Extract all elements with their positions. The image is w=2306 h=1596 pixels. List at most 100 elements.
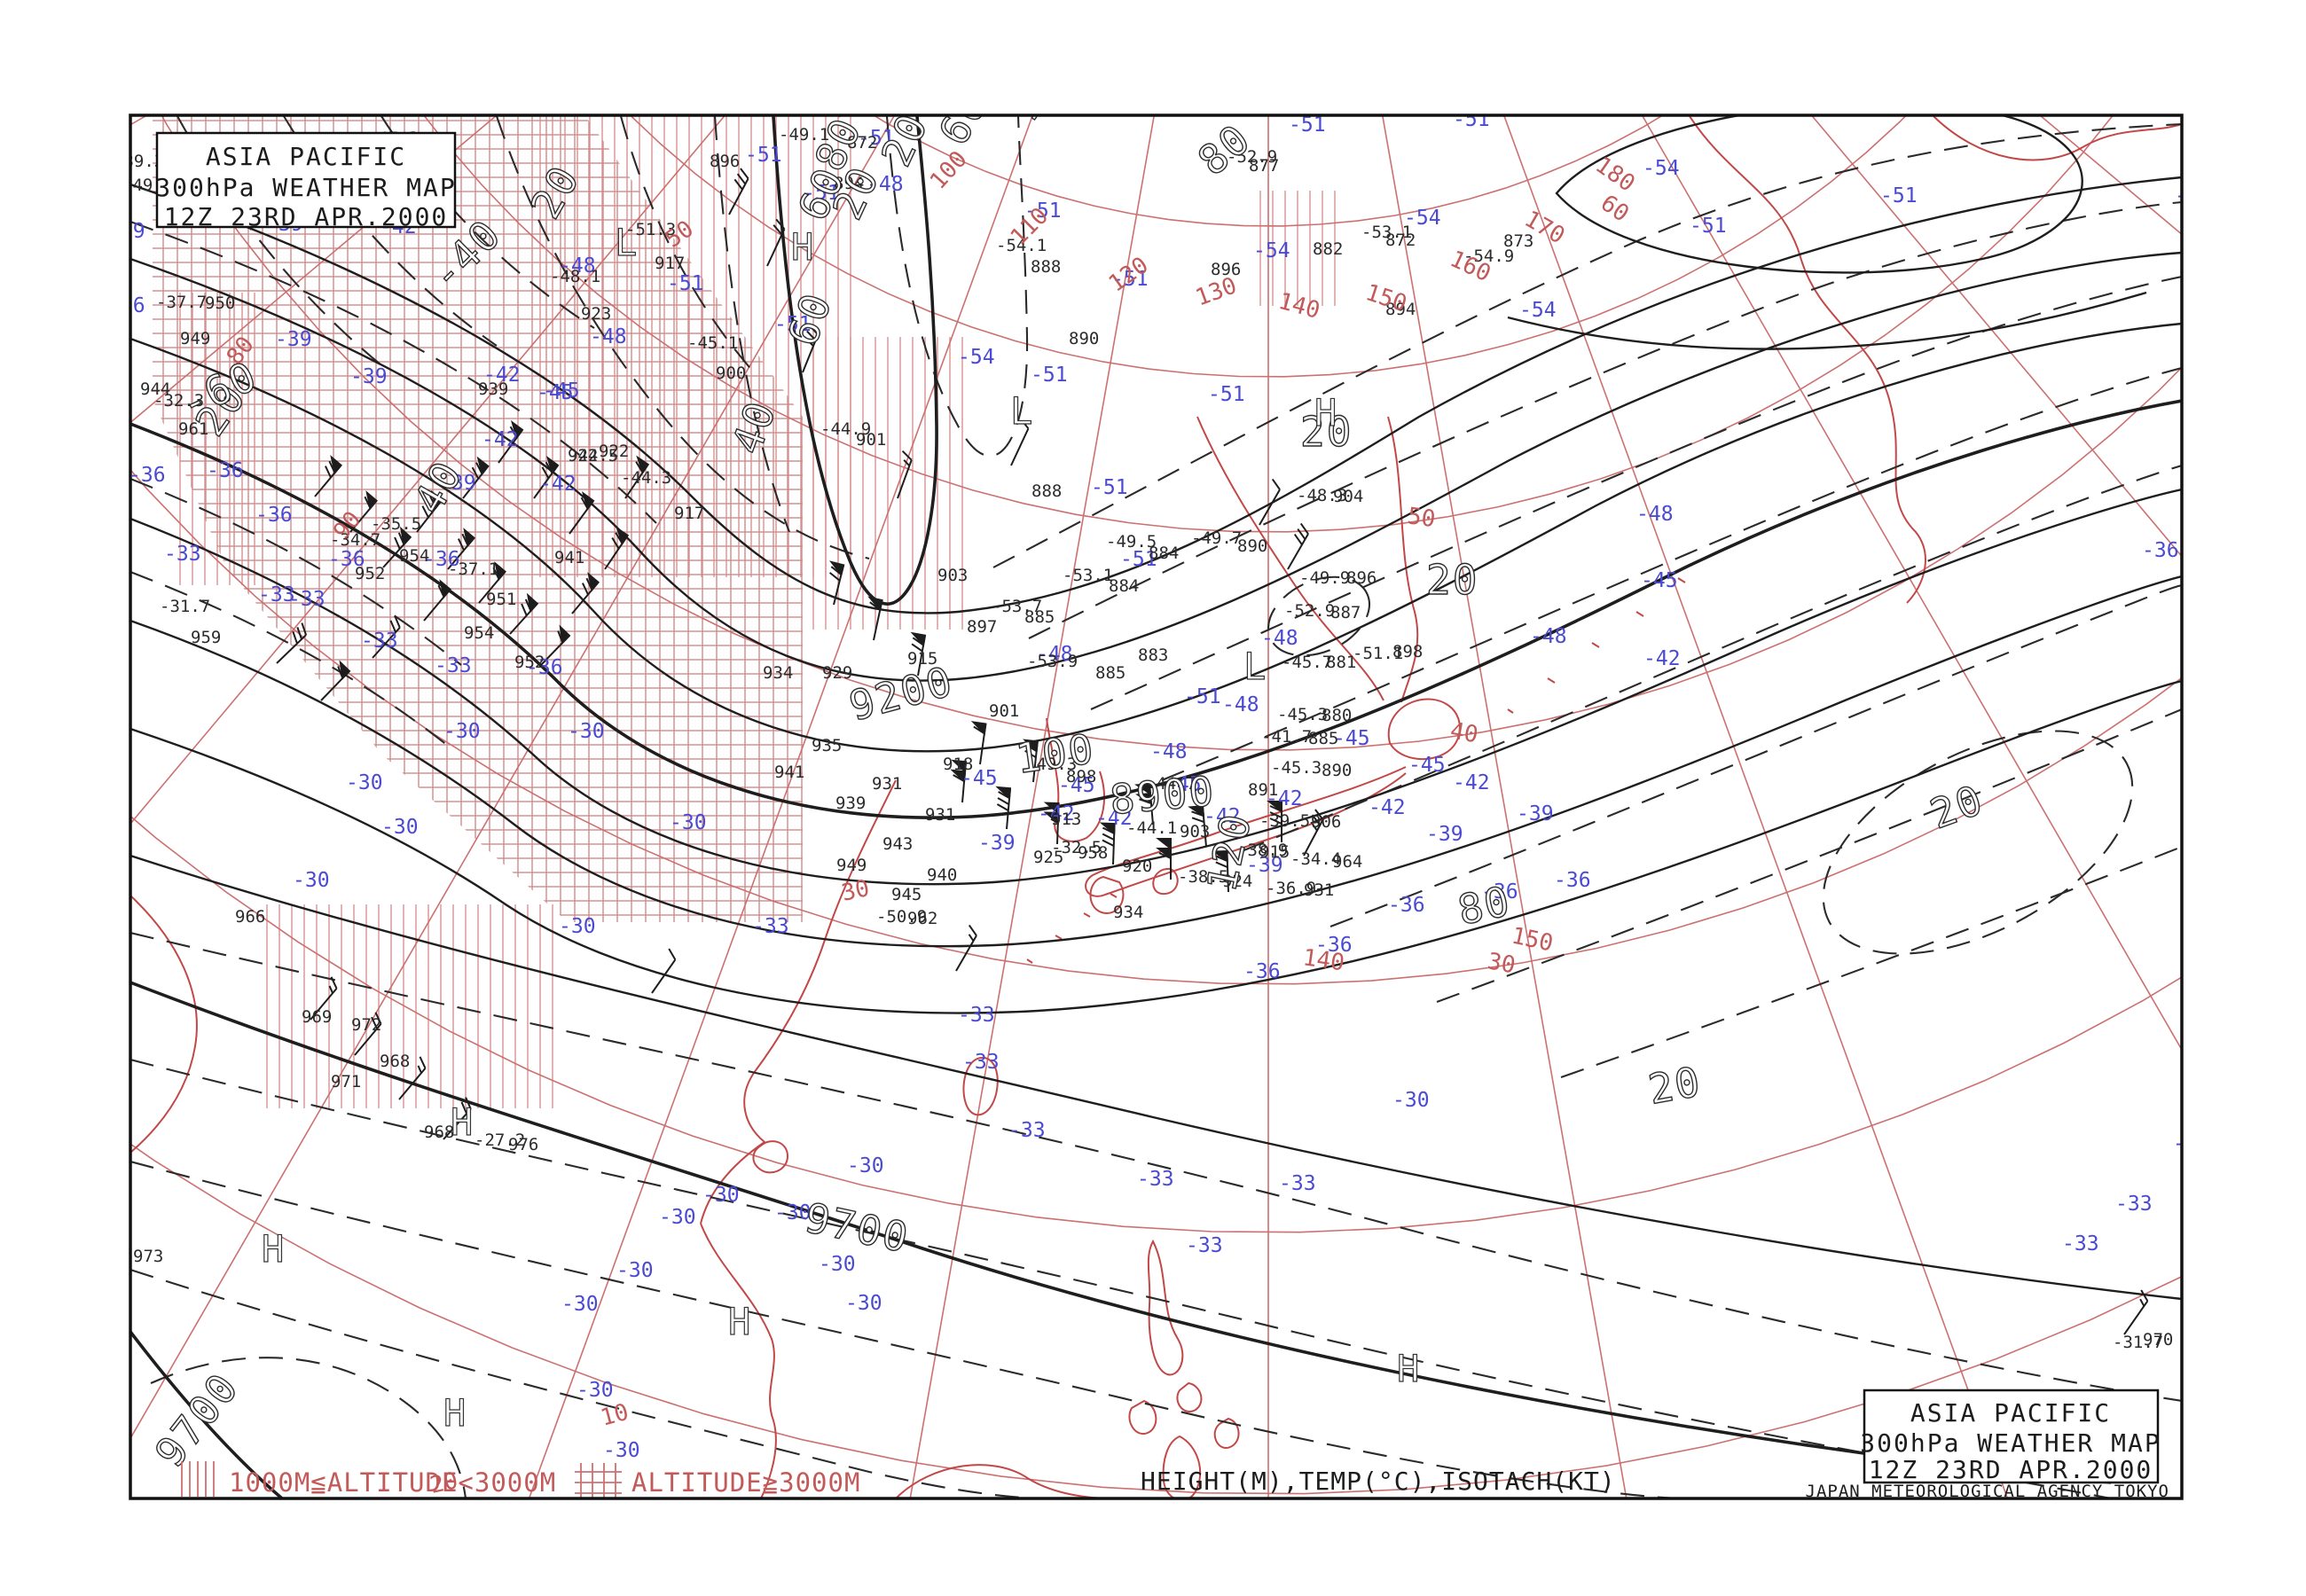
coastline-indochina <box>700 1223 777 1498</box>
graticule-label: 140 <box>1301 944 1346 976</box>
station-temp-obs: -45.7 <box>1282 653 1332 672</box>
station-temp-obs: -44.5 <box>568 446 618 466</box>
graticule-line <box>130 815 2182 1233</box>
temp-label: -39 <box>108 220 145 243</box>
station-height-value: 890 <box>1237 536 1267 556</box>
station-temp-obs: -37.7 <box>156 293 207 312</box>
temp-label: -33 <box>2115 1193 2153 1216</box>
station-temp-obs: -53.1 <box>1361 223 1412 242</box>
temp-label: -54 <box>958 346 995 369</box>
temp-label: -39 <box>350 365 388 388</box>
temp-label: -33 <box>958 1004 995 1027</box>
wind-barb <box>897 450 913 499</box>
temp-label: -42 <box>1038 802 1075 825</box>
station-height-value: 944 <box>140 379 170 399</box>
station-temp-obs: -45.1 <box>687 333 738 353</box>
height-contour-trough <box>772 115 938 606</box>
graticule-line <box>1502 115 2009 1498</box>
wind-barb <box>802 325 820 373</box>
temp-label: -36 <box>108 294 145 317</box>
station-height-value: 952 <box>355 564 385 583</box>
wind-barb <box>276 622 308 664</box>
station-height-value: 925 <box>1033 848 1063 867</box>
graticule-line <box>528 115 1034 1498</box>
graticule-label: 50 <box>1406 503 1437 533</box>
station-height-value: 894 <box>834 174 864 193</box>
temp-label: -30 <box>559 915 596 938</box>
dashed-contour <box>1028 200 2182 639</box>
station-temp-obs: -52.9 <box>1284 601 1335 621</box>
coastline-china <box>700 779 897 1224</box>
graticule-line <box>161 115 2182 751</box>
dashed-contour <box>1560 846 2182 1078</box>
temp-label: -45 <box>1408 754 1446 777</box>
temp-label: -51 <box>745 144 782 167</box>
temp-label: -30 <box>702 1184 740 1207</box>
temp-label: -54 <box>1519 299 1557 322</box>
temp-label: -42 <box>1369 796 1406 819</box>
temp-label: -33 <box>361 630 398 653</box>
station-temp-obs: -54.1 <box>996 236 1047 255</box>
height-contour <box>1507 291 2147 350</box>
temp-label: -30 <box>616 1259 654 1282</box>
dashed-contour <box>1161 366 2182 781</box>
pressure-center-label: L <box>1010 389 1032 433</box>
temp-label: -51 <box>667 272 704 295</box>
wind-barb <box>1287 522 1309 570</box>
temp-label: -30 <box>845 1292 882 1315</box>
graticule-line <box>872 115 1665 227</box>
dashed-contour <box>130 478 462 666</box>
station-temp-obs: -37.1 <box>448 559 498 579</box>
hatch-sample-dense <box>575 1463 622 1498</box>
station-height-value: 877 <box>1249 156 1279 176</box>
temp-label: -42 <box>2177 250 2215 273</box>
temp-label: -30 <box>1392 1089 1430 1112</box>
station-height-value: 971 <box>331 1072 361 1091</box>
station-temp-obs: -39.3 <box>114 152 164 171</box>
temp-label: -30 <box>568 720 605 743</box>
station-height-value: 931 <box>925 805 955 825</box>
legend: 1000M≦ALTITUDE<3000M ALTITUDE≧3000M HEIG… <box>181 1461 1615 1498</box>
wind-barb <box>1043 802 1060 845</box>
wind-barb <box>1303 809 1324 857</box>
temp-label: -36 <box>1388 894 1425 917</box>
wind-barb <box>1156 838 1172 880</box>
station-height-value: 900 <box>716 364 746 383</box>
temp-label: -39 <box>978 832 1016 855</box>
coastline-india <box>130 895 198 1154</box>
height-contour-9700 <box>130 981 2112 1484</box>
station-height-value: 959 <box>191 628 221 647</box>
station-height-value: 890 <box>1069 329 1099 348</box>
dashed-contour <box>150 1357 467 1498</box>
height-contour-closed <box>1555 115 2083 274</box>
temp-label: -36 <box>423 548 460 571</box>
map-datetime: 12Z 23RD APR.2000 <box>164 202 449 231</box>
temp-label: -30 <box>819 1253 856 1276</box>
coastline-hokkaido <box>1387 698 1461 761</box>
contour-label: 80 <box>1454 877 1515 935</box>
temp-label: -33 <box>2062 1232 2099 1256</box>
station-height-value: 913 <box>1051 810 1081 829</box>
height-contour <box>130 854 2182 1301</box>
station-height-value: 939 <box>478 379 508 399</box>
station-height-value: 890 <box>1322 761 1352 780</box>
wind-barb <box>1267 801 1282 842</box>
temp-label: -42 <box>1204 805 1241 828</box>
wind-barb <box>509 592 539 635</box>
station-temp-obs: -53.9 <box>1027 652 1078 671</box>
station-height-value: 934 <box>763 663 793 683</box>
station-temp-obs: -49.1 <box>779 125 829 145</box>
temp-label: -36 <box>1481 880 1518 904</box>
wind-barb <box>1023 739 1039 783</box>
temp-label: -30 <box>293 869 330 892</box>
station-height-value: 885 <box>1024 607 1055 627</box>
temp-label: -36 <box>1554 869 1591 892</box>
height-contour <box>130 176 2182 614</box>
dashed-contour <box>130 931 2182 1403</box>
graticule-line <box>130 115 726 825</box>
wind-barb <box>443 1097 472 1140</box>
wind-barb <box>533 456 560 499</box>
temp-label: -51 <box>1031 364 1068 387</box>
temp-label: -51 <box>1111 268 1149 291</box>
